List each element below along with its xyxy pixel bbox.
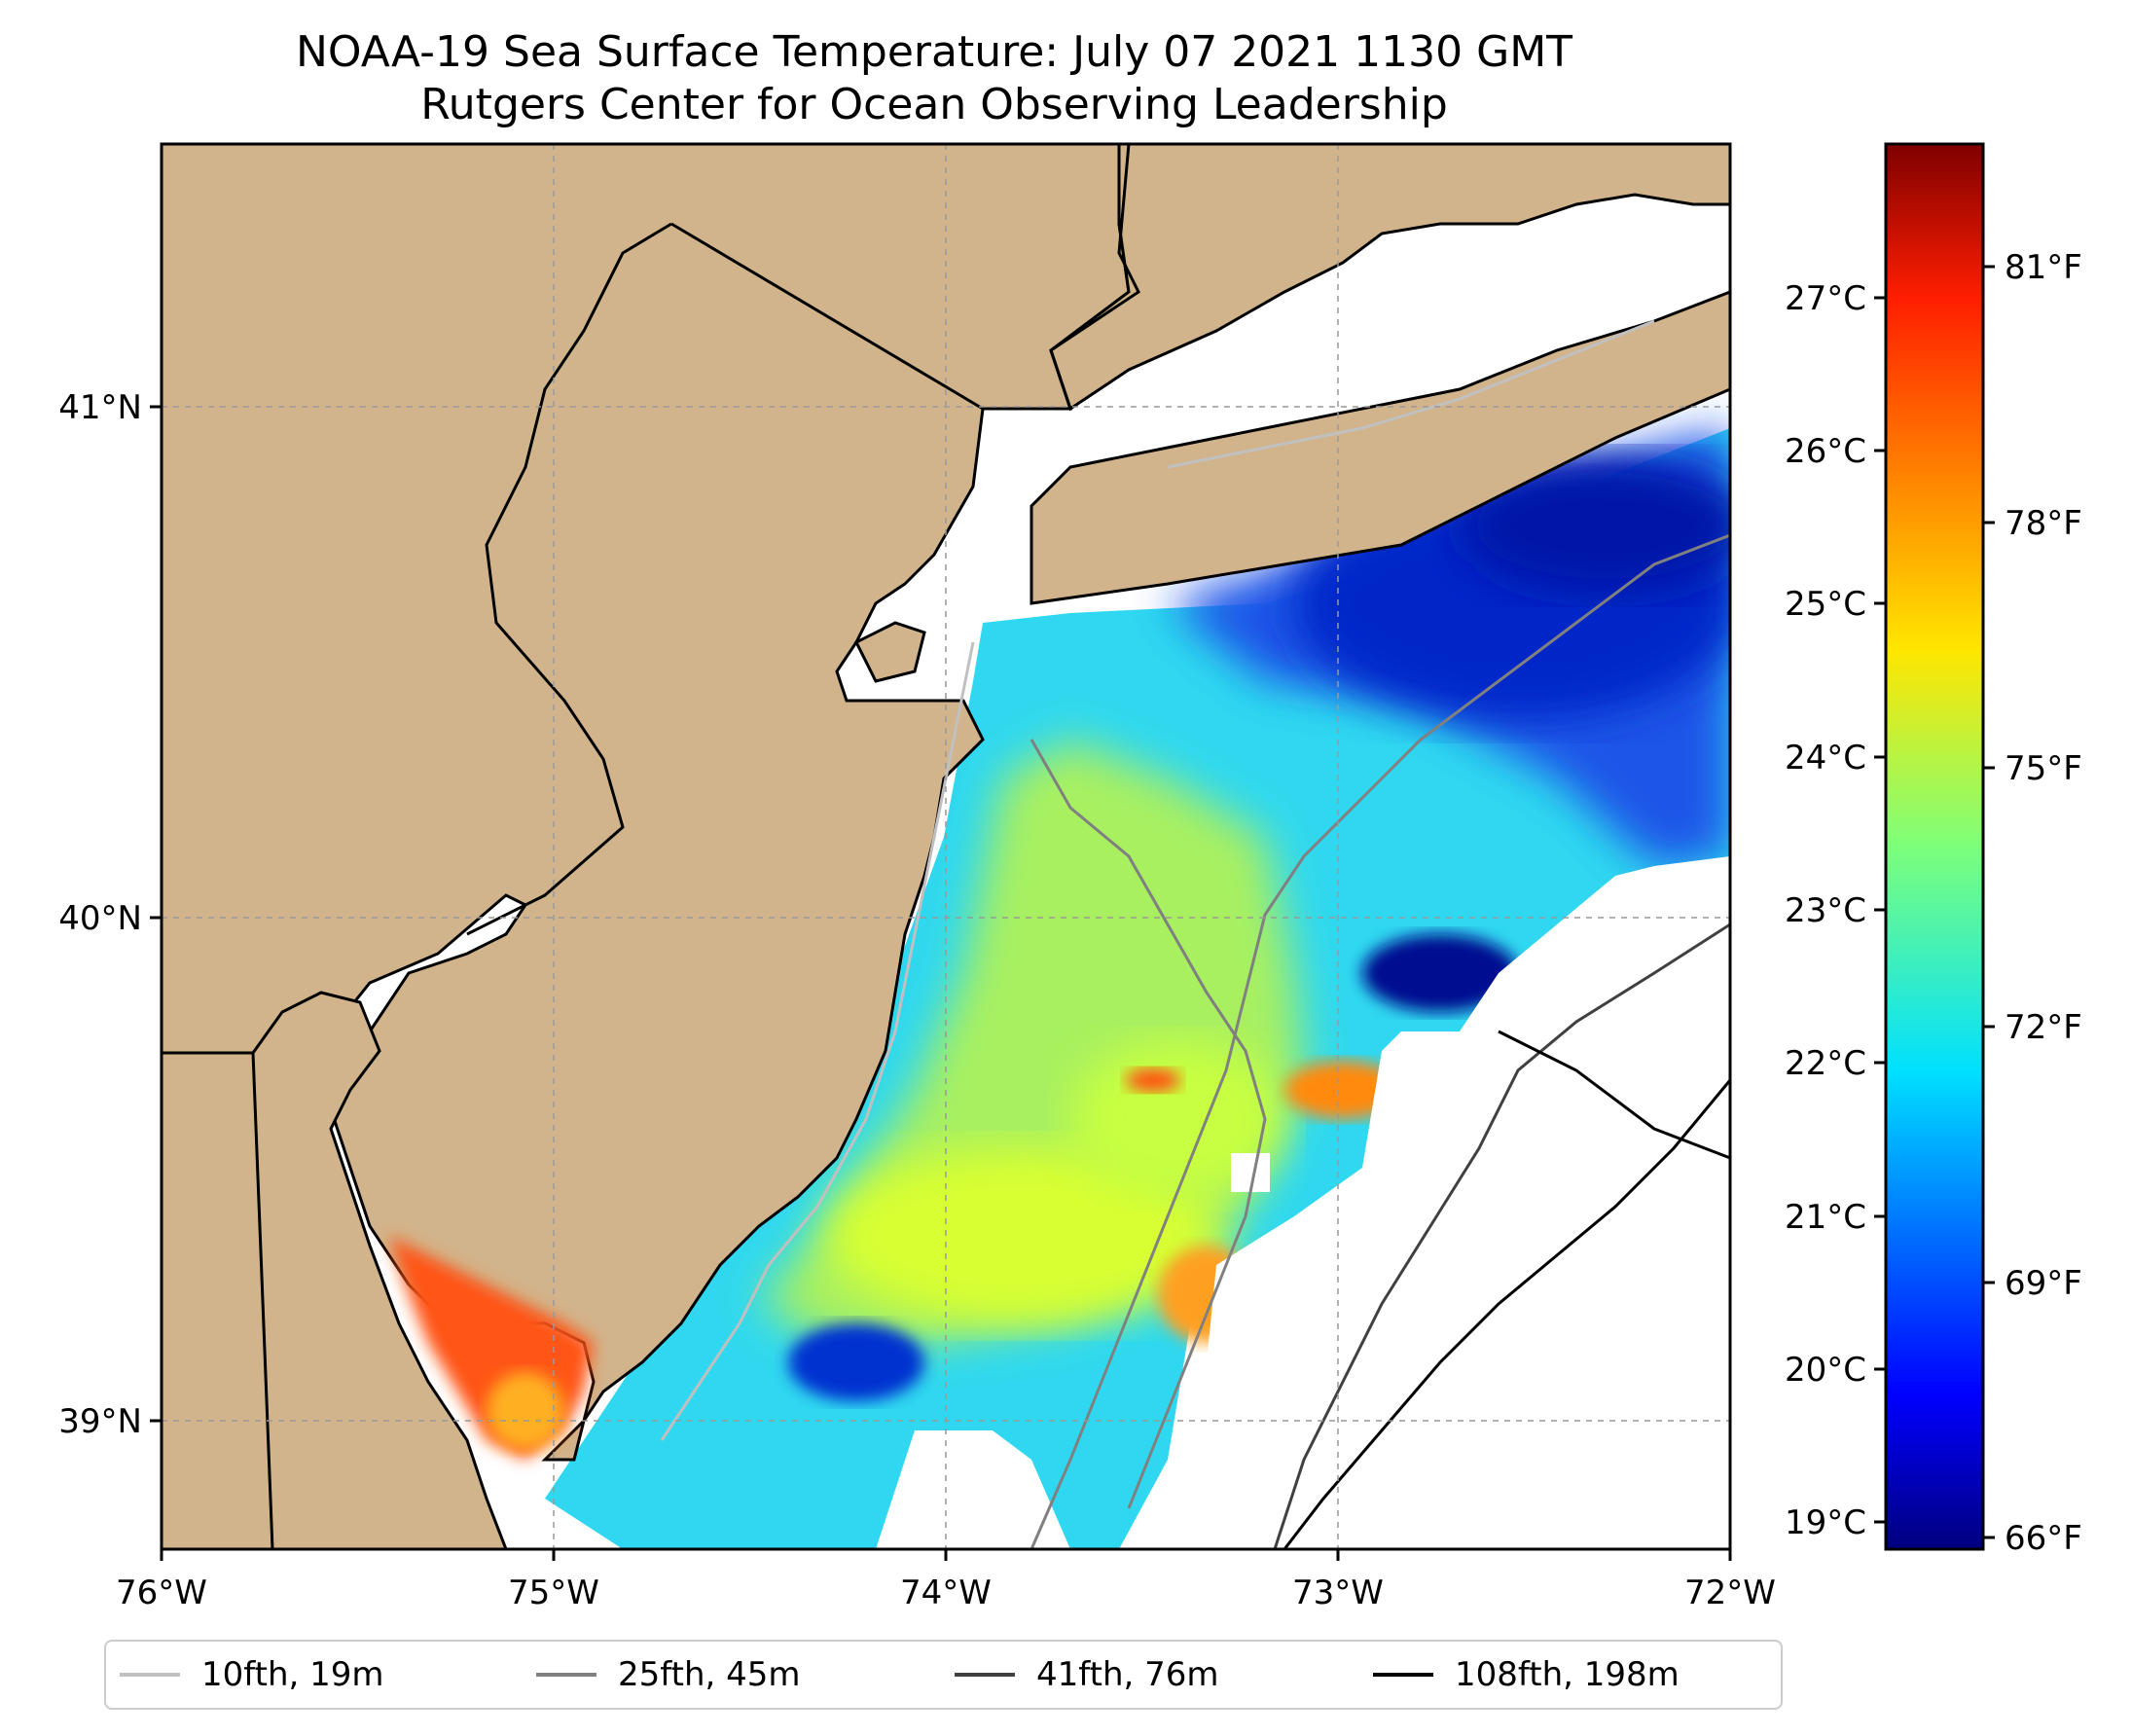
- celsius-tick-label: 20°C: [1785, 1351, 1866, 1390]
- colorbar-fahrenheit-ticks: 81°F 78°F 75°F 72°F 69°F 66°F: [1983, 248, 2082, 1558]
- legend-label: 25fth, 45m: [618, 1655, 801, 1694]
- celsius-tick-label: 24°C: [1785, 739, 1866, 778]
- celsius-tick-label: 23°C: [1785, 891, 1866, 930]
- fahrenheit-tick-label: 75°F: [2005, 749, 2082, 788]
- x-tick-label: 73°W: [1292, 1573, 1384, 1612]
- legend-swatch: [955, 1673, 1015, 1677]
- legend-item-25fth: 25fth, 45m: [536, 1642, 801, 1708]
- map-area: [162, 144, 1730, 1549]
- legend-label: 41fth, 76m: [1036, 1655, 1219, 1694]
- chart-title: NOAA-19 Sea Surface Temperature: July 07…: [295, 27, 1573, 77]
- y-tick-label: 41°N: [58, 388, 142, 427]
- colorbar-gradient: [1884, 142, 1985, 1551]
- fahrenheit-tick-label: 81°F: [2005, 248, 2082, 287]
- celsius-tick-label: 26°C: [1785, 432, 1866, 471]
- fahrenheit-tick-label: 66°F: [2005, 1519, 2082, 1558]
- y-tick-label: 40°N: [58, 899, 142, 938]
- legend-item-41fth: 41fth, 76m: [955, 1642, 1219, 1708]
- x-tick-label: 72°W: [1684, 1573, 1776, 1612]
- celsius-tick-label: 25°C: [1785, 585, 1866, 624]
- x-axis: 76°W 75°W 74°W 73°W 72°W: [116, 1549, 1776, 1612]
- y-tick-label: 39°N: [58, 1402, 142, 1441]
- delaware-bay-sst: [389, 1236, 594, 1460]
- x-tick-label: 74°W: [900, 1573, 992, 1612]
- chart-subtitle: Rutgers Center for Ocean Observing Leade…: [420, 80, 1448, 129]
- legend-label: 10fth, 19m: [201, 1655, 384, 1694]
- state-borders: [251, 144, 1140, 1549]
- contour-legend: 10fth, 19m 25fth, 45m 41fth, 76m 108fth,…: [104, 1640, 1783, 1710]
- x-tick-label: 76°W: [116, 1573, 207, 1612]
- sst-field: [545, 428, 1730, 1549]
- y-axis: 41°N 40°N 39°N: [58, 388, 162, 1441]
- legend-label: 108fth, 198m: [1455, 1655, 1680, 1694]
- legend-swatch: [536, 1673, 596, 1677]
- legend-swatch: [120, 1673, 180, 1677]
- legend-swatch: [1373, 1673, 1433, 1677]
- colorbar: 27°C 26°C 25°C 24°C 23°C 22°C 21°C 20°C …: [1785, 142, 2082, 1558]
- celsius-tick-label: 21°C: [1785, 1198, 1866, 1237]
- fahrenheit-tick-label: 69°F: [2005, 1264, 2082, 1303]
- land: [162, 144, 1730, 1549]
- celsius-tick-label: 27°C: [1785, 279, 1866, 318]
- colorbar-celsius-ticks: 27°C 26°C 25°C 24°C 23°C 22°C 21°C 20°C …: [1785, 279, 1886, 1542]
- legend-item-108fth: 108fth, 198m: [1373, 1642, 1680, 1708]
- fahrenheit-tick-label: 72°F: [2005, 1008, 2082, 1047]
- legend-item-10fth: 10fth, 19m: [120, 1642, 384, 1708]
- gridlines: [162, 144, 1730, 1549]
- celsius-tick-label: 19°C: [1785, 1503, 1866, 1542]
- celsius-tick-label: 22°C: [1785, 1044, 1866, 1083]
- fahrenheit-tick-label: 78°F: [2005, 504, 2082, 543]
- x-tick-label: 75°W: [508, 1573, 599, 1612]
